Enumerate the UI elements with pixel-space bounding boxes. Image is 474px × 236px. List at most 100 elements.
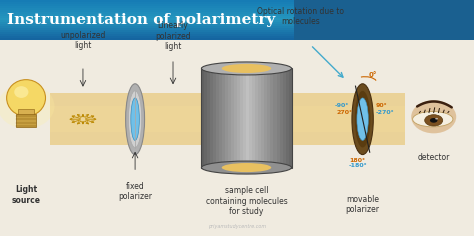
Bar bbox=[0, 4, 294, 6]
Text: -270°: -270° bbox=[376, 110, 395, 115]
Bar bbox=[0, 10, 294, 12]
Bar bbox=[294, 30, 474, 32]
Bar bbox=[0, 36, 294, 38]
Bar bbox=[294, 20, 474, 22]
Bar bbox=[0, 12, 294, 14]
Bar bbox=[283, 68, 286, 168]
Bar bbox=[294, 14, 474, 16]
Bar bbox=[201, 68, 292, 168]
Ellipse shape bbox=[201, 62, 292, 75]
Text: Optical rotation due to
molecules: Optical rotation due to molecules bbox=[257, 7, 345, 26]
Bar bbox=[294, 38, 474, 40]
Bar bbox=[289, 68, 292, 168]
Bar bbox=[18, 109, 34, 114]
Bar bbox=[231, 68, 235, 168]
Text: movable
polarizer: movable polarizer bbox=[346, 195, 380, 214]
Bar bbox=[285, 68, 289, 168]
Bar bbox=[294, 26, 474, 28]
Text: sample cell
containing molecules
for study: sample cell containing molecules for stu… bbox=[206, 186, 287, 216]
Bar bbox=[271, 68, 274, 168]
Text: 0°: 0° bbox=[368, 72, 377, 78]
Ellipse shape bbox=[222, 64, 271, 73]
Bar bbox=[0, 20, 294, 22]
Bar bbox=[280, 68, 283, 168]
Text: 90°: 90° bbox=[376, 102, 388, 108]
Bar bbox=[235, 68, 238, 168]
Ellipse shape bbox=[131, 98, 139, 140]
Text: Instrumentation of polarimetry: Instrumentation of polarimetry bbox=[7, 13, 275, 27]
Bar bbox=[0, 22, 294, 24]
Ellipse shape bbox=[412, 111, 453, 127]
Bar bbox=[0, 16, 294, 18]
Bar bbox=[0, 6, 294, 8]
Text: -180°: -180° bbox=[348, 163, 367, 168]
Bar bbox=[294, 36, 474, 38]
Ellipse shape bbox=[355, 91, 371, 148]
Bar bbox=[294, 32, 474, 34]
Bar bbox=[0, 26, 294, 28]
Ellipse shape bbox=[222, 163, 271, 172]
Bar bbox=[249, 68, 253, 168]
Bar bbox=[219, 68, 223, 168]
Text: fixed
polarizer: fixed polarizer bbox=[118, 182, 152, 201]
Bar bbox=[294, 6, 474, 8]
Bar bbox=[264, 68, 268, 168]
Bar bbox=[0, 18, 294, 20]
Bar bbox=[237, 68, 241, 168]
Ellipse shape bbox=[430, 118, 438, 123]
Bar bbox=[294, 10, 474, 12]
Bar bbox=[273, 68, 277, 168]
Bar bbox=[210, 68, 214, 168]
Bar bbox=[294, 0, 474, 2]
Ellipse shape bbox=[14, 86, 28, 98]
Bar bbox=[50, 106, 405, 132]
Bar bbox=[294, 2, 474, 4]
Bar bbox=[0, 0, 294, 2]
Ellipse shape bbox=[126, 84, 145, 155]
Bar bbox=[213, 68, 217, 168]
Bar bbox=[0, 24, 294, 26]
Bar bbox=[294, 18, 474, 20]
Bar bbox=[262, 68, 265, 168]
Bar bbox=[246, 68, 250, 168]
Bar bbox=[258, 68, 262, 168]
Bar bbox=[294, 4, 474, 6]
Bar bbox=[222, 68, 226, 168]
Text: Light
source: Light source bbox=[11, 185, 41, 205]
Text: priyamstudycentre.com: priyamstudycentre.com bbox=[208, 224, 266, 229]
Bar bbox=[0, 30, 294, 32]
Bar bbox=[0, 34, 294, 36]
Bar bbox=[0, 2, 294, 4]
Ellipse shape bbox=[7, 80, 46, 116]
Text: 270°: 270° bbox=[337, 110, 353, 115]
Bar bbox=[226, 68, 229, 168]
Bar bbox=[253, 68, 256, 168]
Ellipse shape bbox=[128, 91, 142, 148]
Bar bbox=[294, 8, 474, 10]
Bar bbox=[276, 68, 280, 168]
Ellipse shape bbox=[425, 115, 443, 126]
Bar bbox=[0, 28, 294, 30]
Bar bbox=[16, 114, 36, 127]
Bar bbox=[50, 93, 405, 145]
Bar bbox=[0, 38, 294, 40]
Bar bbox=[294, 28, 474, 30]
Ellipse shape bbox=[357, 98, 368, 140]
Bar bbox=[244, 68, 247, 168]
Text: -90°: -90° bbox=[335, 102, 349, 108]
Text: detector: detector bbox=[418, 153, 450, 162]
Bar bbox=[0, 14, 294, 16]
Ellipse shape bbox=[411, 100, 456, 133]
Bar bbox=[0, 32, 294, 34]
Bar bbox=[294, 12, 474, 14]
Bar bbox=[204, 68, 208, 168]
Bar bbox=[294, 24, 474, 26]
Ellipse shape bbox=[0, 84, 55, 129]
Bar bbox=[208, 68, 211, 168]
Ellipse shape bbox=[352, 84, 374, 155]
Text: Linearly
polarized
light: Linearly polarized light bbox=[155, 21, 191, 51]
Bar bbox=[294, 22, 474, 24]
Bar bbox=[294, 34, 474, 36]
Bar bbox=[0, 8, 294, 10]
Bar bbox=[267, 68, 271, 168]
